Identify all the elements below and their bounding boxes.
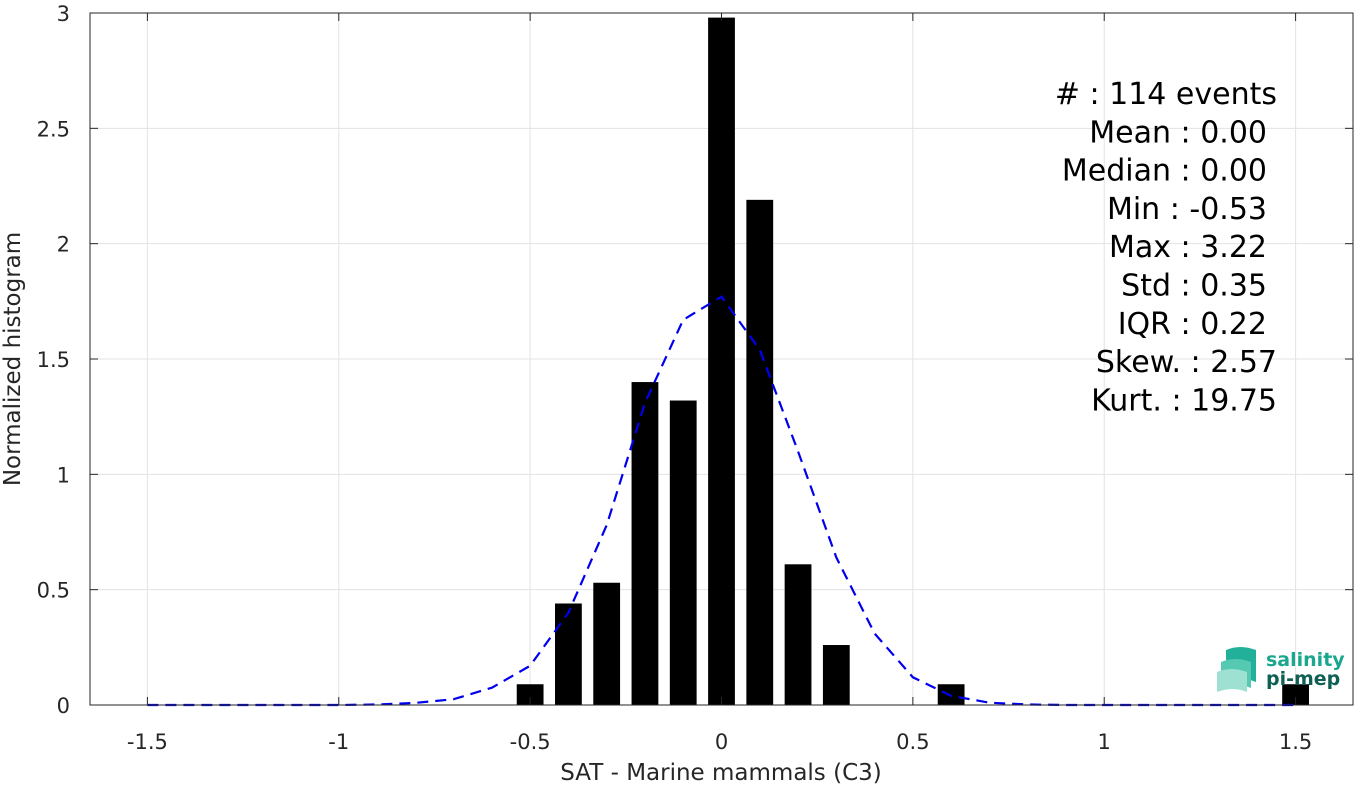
histogram-bar [822,645,850,705]
histogram-bar [746,199,774,705]
histogram-bar [708,17,735,705]
stat-line: Mean : 0.00 [1089,115,1267,150]
stat-line: Kurt. : 19.75 [1091,383,1277,418]
x-tick-label: -1 [328,730,349,754]
histogram-bar [784,564,812,705]
salinity-pi-mep-logo: salinity pi-mep [1217,647,1345,692]
x-tick-label: 1 [1098,730,1111,754]
x-tick-label: -1.5 [127,730,168,754]
x-tick-label: 0.5 [896,730,929,754]
stat-line: # : 114 events [1055,77,1277,112]
x-tick-label: 1.5 [1279,730,1312,754]
y-axis-label: Normalized histogram [0,232,26,486]
y-tick-label: 0.5 [37,579,70,603]
x-tick-label: 0 [715,730,728,754]
x-axis-label: SAT - Marine mammals (C3) [560,760,882,785]
stat-line: Std : 0.35 [1121,269,1267,304]
histogram-bar [1282,684,1309,705]
bars [516,17,1309,705]
histogram-bar [631,382,659,705]
stat-line: Median : 0.00 [1062,154,1267,189]
y-tick-label: 1 [57,463,70,487]
stat-line: Max : 3.22 [1109,230,1267,265]
logo-waves-icon [1217,647,1256,692]
x-tick-label: -0.5 [510,730,551,754]
histogram-bar [555,603,582,705]
y-tick-label: 0 [57,694,70,718]
histogram-bar [593,582,621,705]
histogram-bar [516,684,544,705]
stat-line: Min : -0.53 [1107,192,1267,227]
histogram-bar [669,400,697,705]
y-tick-label: 3 [57,2,70,26]
stat-line: Skew. : 2.57 [1096,345,1277,380]
y-tick-label: 2.5 [37,117,70,141]
stat-line: IQR : 0.22 [1118,307,1267,342]
ticks: -1.5 -1 -0.5 0 0.5 1 1.5 0 0.5 1 1.5 2 2.5 3 [37,2,1353,754]
y-tick-label: 1.5 [37,348,70,372]
logo-text-salinity: salinity [1266,649,1345,671]
y-tick-label: 2 [57,233,70,257]
logo-text-pi-mep: pi-mep [1266,668,1340,690]
